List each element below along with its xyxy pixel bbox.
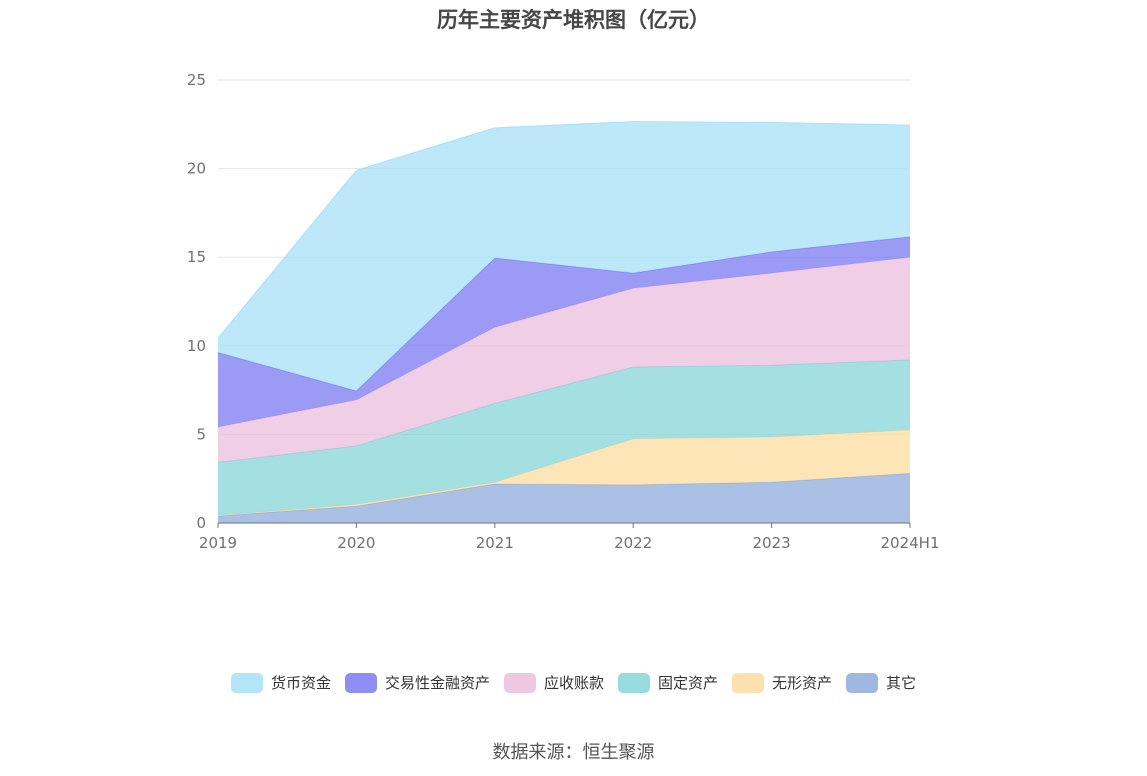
x-tick-label: 2021 xyxy=(476,534,514,552)
legend-label: 货币资金 xyxy=(270,674,331,692)
legend-item[interactable]: 交易性金融资产 xyxy=(344,672,490,693)
area-series xyxy=(218,121,910,391)
legend-label: 无形资产 xyxy=(772,674,833,692)
y-tick-label: 15 xyxy=(187,248,206,266)
legend-label: 其它 xyxy=(886,674,917,692)
y-tick-label: 10 xyxy=(187,337,206,355)
series-line xyxy=(217,121,911,339)
legend-label: 交易性金融资产 xyxy=(384,674,490,692)
area-series xyxy=(218,236,910,427)
legend-item[interactable]: 应收账款 xyxy=(503,672,604,693)
x-tick-label: 2020 xyxy=(337,534,375,552)
legend-swatch xyxy=(732,672,765,693)
area-series xyxy=(218,473,910,523)
legend-label: 固定资产 xyxy=(658,674,719,692)
y-tick-label: 20 xyxy=(187,160,206,178)
legend-label: 应收账款 xyxy=(543,674,604,692)
x-tick-label: 2023 xyxy=(753,534,791,552)
x-tick-label: 2022 xyxy=(614,534,652,552)
legend-swatch xyxy=(344,672,377,693)
legend-item[interactable]: 其它 xyxy=(846,672,916,693)
legend-item[interactable]: 无形资产 xyxy=(732,672,832,693)
stacked-area-chart: 0 5 10 15 20 25 2019 2020 2021 2022 2023 2024H1 xyxy=(187,71,940,552)
x-tick-label: 2024H1 xyxy=(881,534,940,552)
chart-legend: 货币资金 交易性金融资产 应收账款 固定资产 无形资产 其它 xyxy=(0,672,1147,693)
area-series xyxy=(218,359,910,516)
area-series xyxy=(218,429,910,516)
y-tick-label: 0 xyxy=(196,514,206,532)
series-line xyxy=(217,472,911,517)
y-tick-label: 5 xyxy=(196,425,206,443)
data-source-note: 数据来源：恒生聚源 xyxy=(492,742,655,763)
legend-swatch xyxy=(230,672,263,693)
chart-title: 历年主要资产堆积图（亿元） xyxy=(437,8,710,32)
y-tick-label: 25 xyxy=(187,71,206,89)
legend-swatch xyxy=(503,672,536,693)
area-series xyxy=(218,257,910,463)
legend-swatch xyxy=(846,672,879,693)
x-tick-label: 2019 xyxy=(199,534,237,552)
legend-swatch xyxy=(618,672,650,693)
legend-item[interactable]: 固定资产 xyxy=(618,672,718,693)
legend-item[interactable]: 货币资金 xyxy=(230,672,331,693)
